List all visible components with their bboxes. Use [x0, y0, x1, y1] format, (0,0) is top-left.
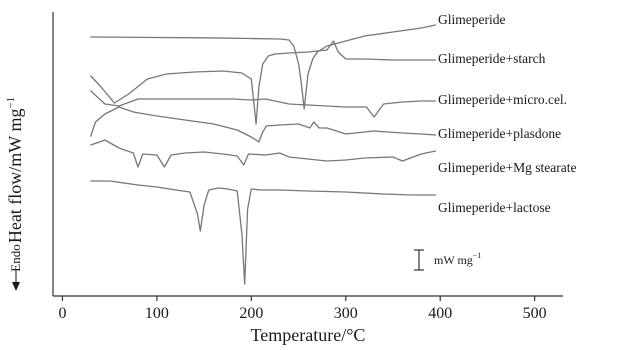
scale-bar: mW mg−1 — [414, 249, 481, 271]
legend-label-glimeperide-plasdone: Glimeperide+plasdone — [438, 126, 561, 141]
x-tick-label: 500 — [523, 305, 547, 322]
x-tick-label: 200 — [239, 305, 263, 322]
x-tick-label: 0 — [58, 305, 66, 322]
endo-arrow-icon — [12, 282, 20, 291]
y-axis-title: Heat flow/mW mg−1 — [5, 97, 25, 243]
y-axis-title-group: Heat flow/mW mg−1 — [5, 97, 25, 243]
curve-series-1 — [90, 24, 437, 110]
x-ticks: 0 100 200 300 400 500 — [58, 296, 547, 322]
curve-series-4 — [90, 106, 437, 143]
curve-series-2 — [90, 40, 437, 125]
curve-series-6 — [90, 180, 437, 285]
x-tick-label: 300 — [334, 305, 358, 322]
curves — [90, 24, 437, 285]
endo-label-group: Endo — [8, 244, 23, 271]
x-tick-label: 400 — [428, 305, 452, 322]
endo-label: Endo — [8, 244, 23, 271]
legend: Glimeperide Glimeperide+starch Glimeperi… — [438, 12, 576, 215]
x-axis-title: Temperature/°C — [251, 325, 366, 345]
legend-label-glimeperide: Glimeperide — [438, 12, 505, 27]
scale-bar-label: mW mg−1 — [434, 251, 481, 267]
x-tick-label: 100 — [145, 305, 169, 322]
curve-series-3 — [90, 90, 437, 118]
legend-label-glimeperide-lactose: Glimeperide+lactose — [438, 200, 551, 215]
curve-series-5 — [90, 139, 437, 168]
legend-label-glimeperide-mgstearate: Glimeperide+Mg stearate — [438, 160, 576, 175]
legend-label-glimeperide-microcel: Glimeperide+micro.cel. — [438, 92, 567, 107]
legend-label-glimeperide-starch: Glimeperide+starch — [438, 51, 546, 66]
